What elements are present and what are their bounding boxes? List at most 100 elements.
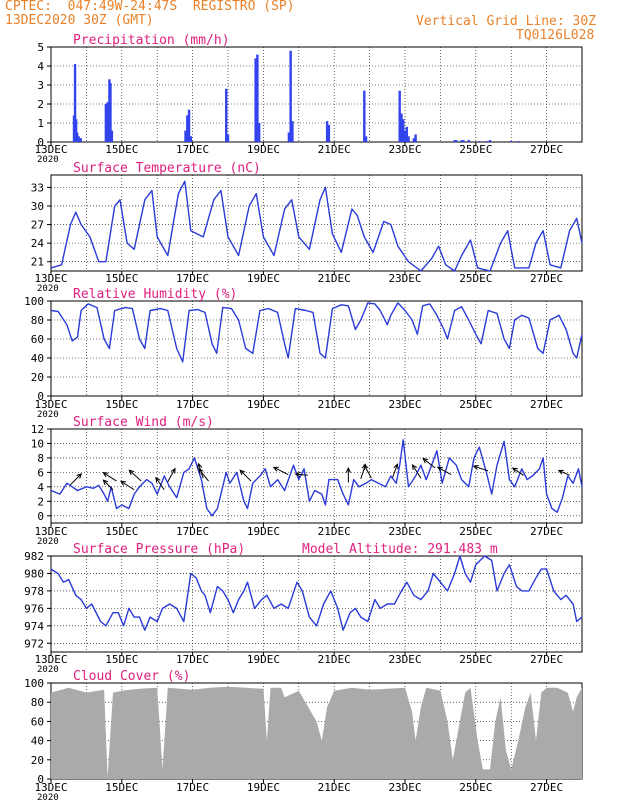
precip-bar [407, 136, 410, 142]
rh-year-label: 2020 [37, 410, 59, 420]
pressure-ytick-label: 974 [24, 620, 44, 633]
precip-ytick-label: 2 [37, 98, 44, 111]
temp-title: Surface Temperature (nC) [73, 161, 261, 176]
wind-vector-head [363, 463, 369, 470]
pressure-xtick-label: 13DEC [34, 653, 67, 666]
rh-line [50, 302, 583, 363]
precip-bar [400, 113, 403, 142]
wind-ytick-label: 6 [37, 466, 44, 479]
wind-vector-head [411, 463, 418, 470]
cloud-ytick-label: 40 [31, 735, 44, 748]
pressure-xtick-label: 25DEC [459, 653, 492, 666]
precip-bar [225, 88, 228, 142]
rh-ytick-label: 0 [37, 390, 44, 403]
wind-vector-head [76, 473, 83, 479]
wind-xtick-label: 17DEC [176, 525, 209, 538]
wind-vector [363, 464, 372, 479]
rh-xtick-label: 23DEC [388, 398, 421, 411]
precip-ytick-label: 0 [37, 136, 44, 149]
cloud-ytick-label: 20 [31, 754, 44, 767]
cloud-xtick-label: 13DEC [34, 781, 67, 794]
precip-bar [257, 123, 261, 142]
temp-xtick-label: 19DEC [247, 272, 280, 285]
cloud-ytick-label: 60 [31, 715, 44, 728]
cloud-year-label: 2020 [37, 793, 59, 800]
wind-xtick-label: 23DEC [388, 525, 421, 538]
rh-xtick-label: 13DEC [34, 398, 67, 411]
temp-ytick-label: 27 [31, 219, 44, 232]
temp-xtick-label: 21DEC [318, 272, 351, 285]
precip-bar [287, 132, 291, 142]
precip-bar [109, 83, 112, 142]
wind-vector-head [472, 465, 479, 470]
precip-bar [254, 58, 257, 142]
temp-xtick-label: 13DEC [34, 272, 67, 285]
wind-vector [422, 458, 436, 469]
rh-ytick-label: 20 [31, 371, 44, 384]
precip-bar [110, 130, 114, 142]
precip-bar [412, 138, 416, 142]
cloud-xtick-label: 19DEC [247, 781, 280, 794]
wind-vector [273, 466, 289, 476]
precip-frame [50, 46, 583, 143]
wind-vector-head [557, 469, 564, 475]
header-station: CPTEC: 047:49W-24:47S REGISTRO (SP) [5, 0, 295, 14]
precip-xtick-label: 17DEC [176, 143, 209, 156]
precip-bar [403, 130, 407, 142]
precip-bar [291, 121, 294, 142]
pressure-ytick-label: 976 [24, 602, 44, 615]
precip-bar [485, 141, 488, 142]
wind-vector [167, 468, 176, 483]
wind-xtick-label: 19DEC [247, 525, 280, 538]
precip-bar [187, 109, 191, 142]
precip-xtick-label: 15DEC [105, 143, 138, 156]
precip-title: Precipitation (mm/h) [73, 33, 230, 48]
wind-vector [558, 470, 570, 476]
wind-vector [198, 468, 209, 482]
temp-ytick-label: 21 [31, 256, 44, 269]
precip-xtick-label: 25DEC [459, 143, 492, 156]
wind-vector-head [155, 476, 161, 483]
rh-ytick-label: 100 [24, 295, 44, 308]
precip-bar [460, 140, 463, 142]
cloud-ytick-label: 0 [37, 773, 44, 786]
precip-xtick-label: 27DEC [530, 143, 563, 156]
temp-xtick-label: 15DEC [105, 272, 138, 285]
wind-vector-head [198, 468, 204, 475]
temp-xtick-label: 25DEC [459, 272, 492, 285]
wind-xtick-label: 13DEC [34, 525, 67, 538]
precip-bar [73, 64, 77, 142]
pressure-note: Model Altitude: 291.483 m [302, 542, 498, 557]
wind-xtick-label: 27DEC [530, 525, 563, 538]
temp-year-label: 2020 [37, 284, 59, 294]
pressure-xtick-label: 15DEC [105, 653, 138, 666]
wind-vector-head [436, 466, 443, 472]
pressure-ytick-label: 980 [24, 567, 44, 580]
rh-ytick-label: 60 [31, 333, 44, 346]
wind-title: Surface Wind (m/s) [73, 415, 214, 430]
cloud-title: Cloud Cover (%) [73, 669, 190, 684]
cloud-xtick-label: 25DEC [459, 781, 492, 794]
precip-bar [77, 136, 80, 142]
precip-bar [517, 141, 520, 142]
wind-vector [392, 464, 398, 478]
wind-vector [102, 479, 114, 491]
wind-ytick-label: 12 [31, 423, 44, 436]
precip-bar [510, 141, 513, 142]
wind-year-label: 2020 [37, 537, 59, 547]
precip-bar [402, 119, 405, 142]
precip-bar [405, 126, 408, 142]
wind-line [50, 439, 583, 517]
wind-ytick-label: 8 [37, 452, 44, 465]
rh-xtick-label: 21DEC [318, 398, 351, 411]
wind-vector-head [393, 463, 399, 470]
precip-bar [467, 140, 470, 142]
precip-ytick-label: 5 [37, 41, 44, 54]
temp-ytick-label: 24 [31, 237, 45, 250]
cloud-ytick-label: 100 [24, 677, 44, 690]
wind-vector [412, 464, 422, 479]
wind-xtick-label: 21DEC [318, 525, 351, 538]
header-grid-note: Vertical Grid Line: 30Z [416, 14, 597, 29]
pressure-title: Surface Pressure (hPa) [73, 542, 245, 557]
